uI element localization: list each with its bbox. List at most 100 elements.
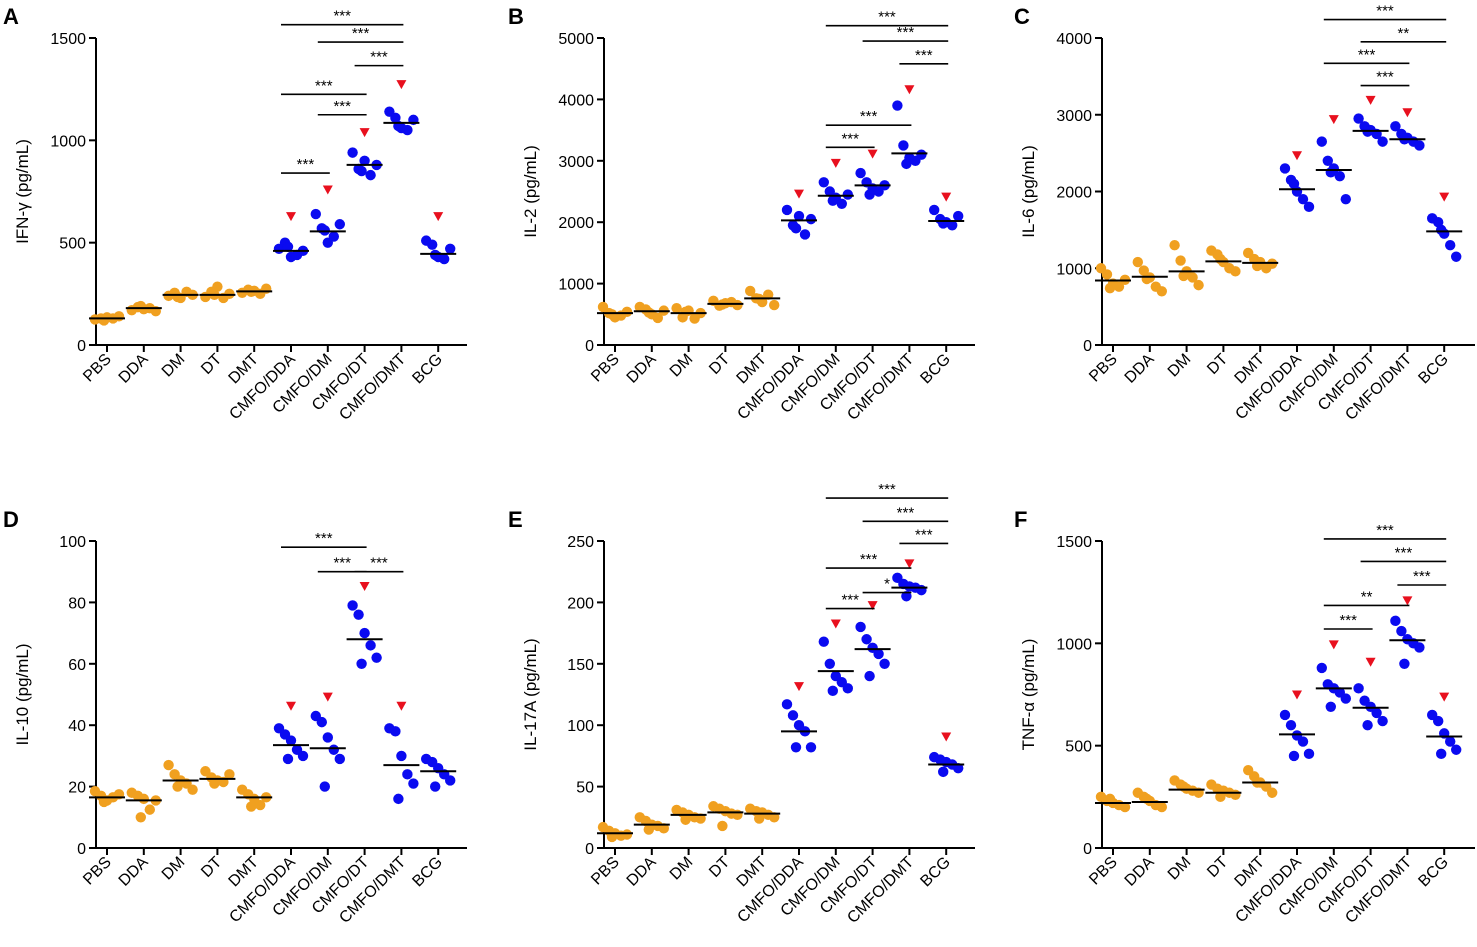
data-point-cmfo-dda <box>1288 178 1300 190</box>
data-point-dm <box>1187 272 1198 283</box>
data-point-bcg <box>445 775 456 786</box>
data-point-bcg <box>1433 715 1444 727</box>
significance-triangle-cmfo-dm <box>322 692 333 702</box>
data-point-dmt <box>246 801 257 812</box>
data-point-dt <box>1230 789 1241 800</box>
data-point-dda <box>135 812 146 823</box>
significance-label: * <box>884 576 890 593</box>
data-point-cmfo-dmt <box>1399 658 1410 669</box>
data-point-pbs <box>1101 269 1113 280</box>
data-point-cmfo-dt <box>365 169 376 181</box>
data-point-cmfo-dt <box>1353 113 1364 124</box>
data-point-cmfo-dmt <box>898 140 909 151</box>
significance-label: *** <box>1358 46 1376 63</box>
data-point-dm <box>680 306 691 318</box>
significance-triangle-cmfo-dm <box>830 619 841 629</box>
x-tick-label-pbs: PBS <box>1086 854 1121 889</box>
data-point-cmfo-dda <box>790 742 802 753</box>
data-point-cmfo-dm <box>316 716 327 728</box>
data-point-cmfo-dda <box>1303 201 1315 213</box>
significance-triangle-cmfo-dt <box>1365 657 1376 667</box>
significance-label: *** <box>915 526 933 543</box>
y-tick-label: 0 <box>77 338 86 355</box>
x-tick-label-dda: DDA <box>624 351 660 387</box>
x-tick-label-pbs: PBS <box>1086 351 1121 386</box>
y-tick-label: 500 <box>1065 739 1092 756</box>
significance-triangle-cmfo-dt <box>867 601 878 611</box>
y-tick-label: 20 <box>68 780 86 797</box>
panel-letter: B <box>508 4 524 29</box>
data-point-dmt <box>769 812 780 823</box>
significance-label: *** <box>878 481 896 498</box>
data-point-dt <box>1215 791 1226 803</box>
significance-label: *** <box>878 9 896 26</box>
significance-triangle-cmfo-dmt <box>1402 108 1413 118</box>
significance-label: *** <box>1376 3 1394 20</box>
data-point-cmfo-dda <box>1303 748 1315 760</box>
data-point-cmfo-dt <box>356 165 367 177</box>
data-point-cmfo-dt <box>356 658 367 669</box>
data-point-cmfo-dda <box>781 204 793 216</box>
significance-triangle-cmfo-dmt <box>1402 596 1413 606</box>
data-point-bcg <box>1451 744 1462 755</box>
data-point-cmfo-dm <box>1325 167 1337 178</box>
significance-label: *** <box>315 77 333 94</box>
data-point-cmfo-dda <box>282 241 294 252</box>
data-point-cmfo-dda <box>1288 750 1300 762</box>
data-point-cmfo-dmt <box>1396 625 1407 637</box>
data-point-bcg <box>430 781 441 792</box>
data-point-bcg <box>938 766 949 778</box>
data-point-cmfo-dm <box>1334 170 1346 182</box>
x-tick-label-dm: DM <box>1165 854 1195 884</box>
data-point-dt <box>224 288 235 300</box>
data-point-cmfo-dda <box>297 750 309 762</box>
y-tick-label: 1000 <box>558 277 594 294</box>
panel-b-il-2: B 0 1000 2000 3000 4000 5000 IL-2 (pg/mL) PBS DDA… <box>508 4 975 424</box>
x-tick-label-pbs: PBS <box>588 351 623 386</box>
data-point-bcg <box>1436 224 1447 236</box>
significance-label: *** <box>315 530 333 547</box>
data-point-cmfo-dda <box>1297 736 1309 747</box>
data-point-dda <box>1138 265 1150 276</box>
significance-label: ** <box>1361 588 1373 605</box>
data-point-dda <box>658 823 669 834</box>
y-tick-label: 0 <box>585 841 594 858</box>
data-point-cmfo-dda <box>1297 193 1309 205</box>
significance-triangle-bcg <box>433 212 444 222</box>
data-point-cmfo-dm <box>1325 701 1337 712</box>
y-tick-label: 40 <box>68 718 86 735</box>
y-tick-label: 0 <box>77 841 86 858</box>
data-point-cmfo-dmt <box>1390 615 1401 627</box>
x-tick-label-dt: DT <box>706 351 733 378</box>
data-point-dm <box>1169 240 1180 251</box>
data-point-cmfo-dt <box>1377 136 1388 147</box>
data-point-cmfo-dm <box>310 208 321 220</box>
data-point-dt <box>224 769 235 780</box>
x-tick-label-dt: DT <box>1204 854 1231 881</box>
data-point-dm <box>163 759 174 771</box>
significance-label: *** <box>841 130 859 147</box>
y-tick-label: 60 <box>68 657 86 674</box>
y-tick-label: 1000 <box>1056 261 1092 278</box>
data-point-pbs <box>621 306 633 318</box>
y-tick-label: 4000 <box>1056 31 1092 48</box>
data-point-dm <box>1178 270 1189 282</box>
data-point-dm <box>695 813 706 824</box>
data-point-cmfo-dda <box>1279 709 1291 721</box>
data-point-bcg <box>1445 240 1456 251</box>
y-tick-label: 50 <box>576 780 594 797</box>
data-point-pbs <box>606 309 618 320</box>
data-point-dt <box>717 820 728 832</box>
y-tick-label: 200 <box>567 595 594 612</box>
significance-label: *** <box>1395 544 1413 561</box>
data-point-cmfo-dm <box>842 189 853 200</box>
x-tick-label-dt: DT <box>1204 351 1231 378</box>
significance-triangle-cmfo-dmt <box>904 559 915 569</box>
data-point-bcg <box>953 762 964 774</box>
significance-triangle-cmfo-dt <box>867 149 878 159</box>
data-point-cmfo-dm <box>1322 155 1334 166</box>
data-point-cmfo-dt <box>359 155 370 166</box>
data-point-pbs <box>113 311 125 322</box>
significance-triangle-cmfo-dt <box>359 582 370 592</box>
significance-label: *** <box>352 25 370 42</box>
